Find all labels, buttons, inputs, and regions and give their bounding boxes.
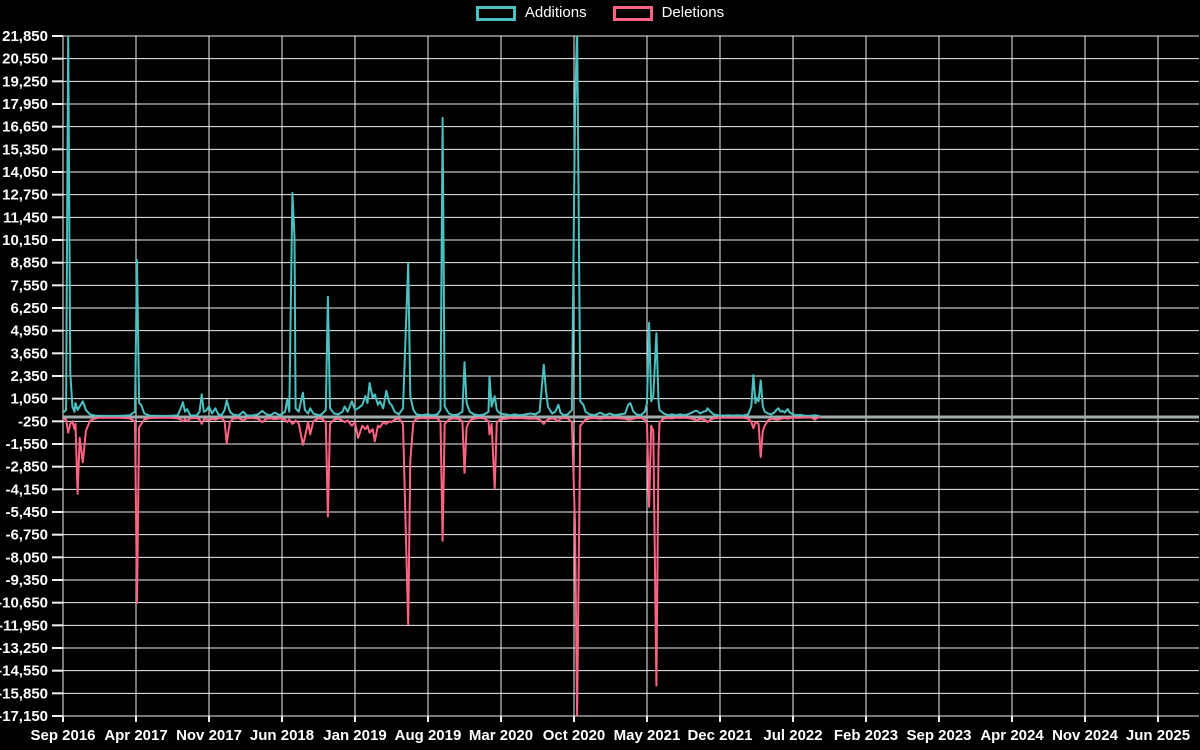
y-tick-label: -250	[18, 413, 48, 430]
y-tick-label: 15,350	[2, 141, 48, 158]
legend-item-additions[interactable]: Additions	[475, 4, 587, 22]
y-tick-label: 20,550	[2, 51, 48, 68]
y-tick-label: 16,650	[2, 119, 48, 136]
y-tick-label: -11,950	[0, 617, 48, 634]
y-tick-label: -9,350	[5, 572, 48, 589]
y-tick-label: -8,050	[5, 549, 48, 566]
deletions-legend-label: Deletions	[661, 4, 725, 21]
x-tick-label: Jul 2022	[763, 727, 822, 744]
x-tick-label: Oct 2020	[543, 727, 606, 744]
x-tick-label: May 2021	[614, 727, 681, 744]
series-group	[63, 36, 822, 716]
y-tick-label: 17,950	[2, 96, 48, 113]
additions-line	[63, 36, 822, 418]
additions-legend-label: Additions	[524, 4, 587, 21]
y-tick-label: 19,250	[2, 73, 48, 90]
y-tick-label: -4,150	[5, 481, 48, 498]
x-tick-label: Mar 2020	[469, 727, 533, 744]
x-tick-label: Dec 2021	[687, 727, 752, 744]
additions-legend-swatch	[475, 5, 516, 21]
y-tick-label: -13,250	[0, 640, 48, 657]
y-tick-label: 1,050	[10, 391, 48, 408]
y-tick-label: -10,650	[0, 595, 48, 612]
y-tick-label: 7,550	[10, 277, 48, 294]
y-tick-label: 8,850	[10, 255, 48, 272]
x-tick-label: Nov 2017	[176, 727, 242, 744]
y-tick-label: 11,450	[3, 209, 48, 226]
y-tick-label: -17,150	[0, 708, 48, 725]
y-tick-label: 4,950	[10, 323, 48, 340]
y-tick-label: -6,750	[5, 527, 48, 544]
y-tick-label: -5,450	[5, 504, 48, 521]
deletions-legend-swatch	[612, 5, 653, 21]
x-tick-label: Nov 2024	[1052, 727, 1119, 744]
y-tick-label: -15,850	[0, 685, 48, 702]
y-tick-label: 10,150	[2, 232, 48, 249]
x-tick-label: Jun 2018	[250, 727, 314, 744]
x-tick-label: Apr 2024	[980, 727, 1044, 744]
y-tick-label: 14,050	[2, 164, 48, 181]
y-tick-label: -1,550	[5, 436, 48, 453]
x-tick-label: Jan 2019	[323, 727, 386, 744]
y-tick-label: -14,550	[0, 663, 48, 680]
legend-item-deletions[interactable]: Deletions	[612, 4, 725, 22]
y-tick-label: 6,250	[10, 300, 48, 317]
y-tick-label: -2,850	[5, 459, 48, 476]
x-tick-label: Sep 2023	[906, 727, 971, 744]
y-tick-label: 12,750	[2, 187, 48, 204]
deletions-line	[63, 416, 822, 716]
x-tick-label: Jun 2025	[1126, 727, 1190, 744]
x-tick-label: Aug 2019	[395, 727, 462, 744]
y-tick-label: 2,350	[10, 368, 48, 385]
x-tick-label: Feb 2023	[834, 727, 898, 744]
y-tick-label: 21,850	[2, 28, 48, 45]
x-tick-label: Sep 2016	[30, 727, 95, 744]
x-tick-label: Apr 2017	[104, 727, 167, 744]
chart-legend: Additions Deletions	[0, 4, 1200, 22]
y-tick-label: 3,650	[10, 345, 48, 362]
